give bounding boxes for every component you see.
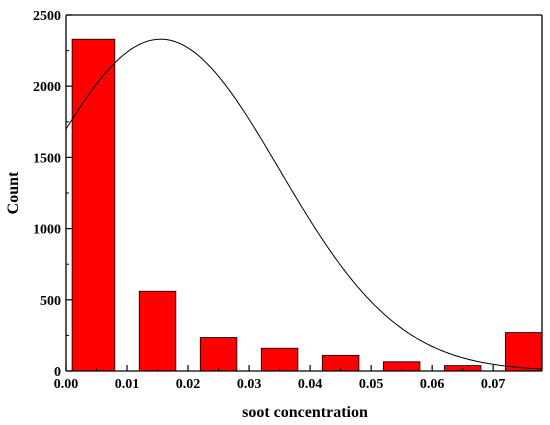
y-tick-label: 500	[40, 294, 61, 309]
histogram-bar-8	[504, 332, 543, 372]
x-tick-label: 0.05	[359, 377, 384, 392]
x-tick-label: 0.04	[298, 377, 323, 392]
histogram-bar-2	[138, 290, 177, 372]
y-tick-label: 2000	[33, 80, 61, 95]
x-axis-title: soot concentration	[242, 404, 368, 421]
histogram-bar-4	[260, 347, 299, 372]
x-tick-label: 0.02	[176, 377, 201, 392]
x-tick-label: 0.06	[420, 377, 445, 392]
y-tick-label: 2500	[33, 9, 61, 24]
x-tick-label: 0.07	[481, 377, 506, 392]
y-tick-label: 0	[54, 365, 61, 380]
fit-curve-group	[65, 38, 543, 370]
x-tick-label: 0.00	[54, 377, 79, 392]
axes-group	[65, 14, 543, 372]
ticks-group: 0.00 0.01 0.02 0.03 0.04 0.05 0.06 0.07 0 500 1000…	[33, 9, 505, 392]
y-axis-title: Count	[5, 171, 22, 214]
histogram-bar-3	[199, 337, 238, 372]
bars-group	[71, 38, 543, 372]
gaussian-fit-curve	[65, 38, 543, 370]
y-tick-label: 1000	[33, 223, 61, 238]
y-tick-label: 1500	[33, 151, 61, 166]
histogram-bar-1	[71, 38, 116, 372]
x-tick-label: 0.01	[115, 377, 140, 392]
x-tick-label: 0.03	[237, 377, 262, 392]
